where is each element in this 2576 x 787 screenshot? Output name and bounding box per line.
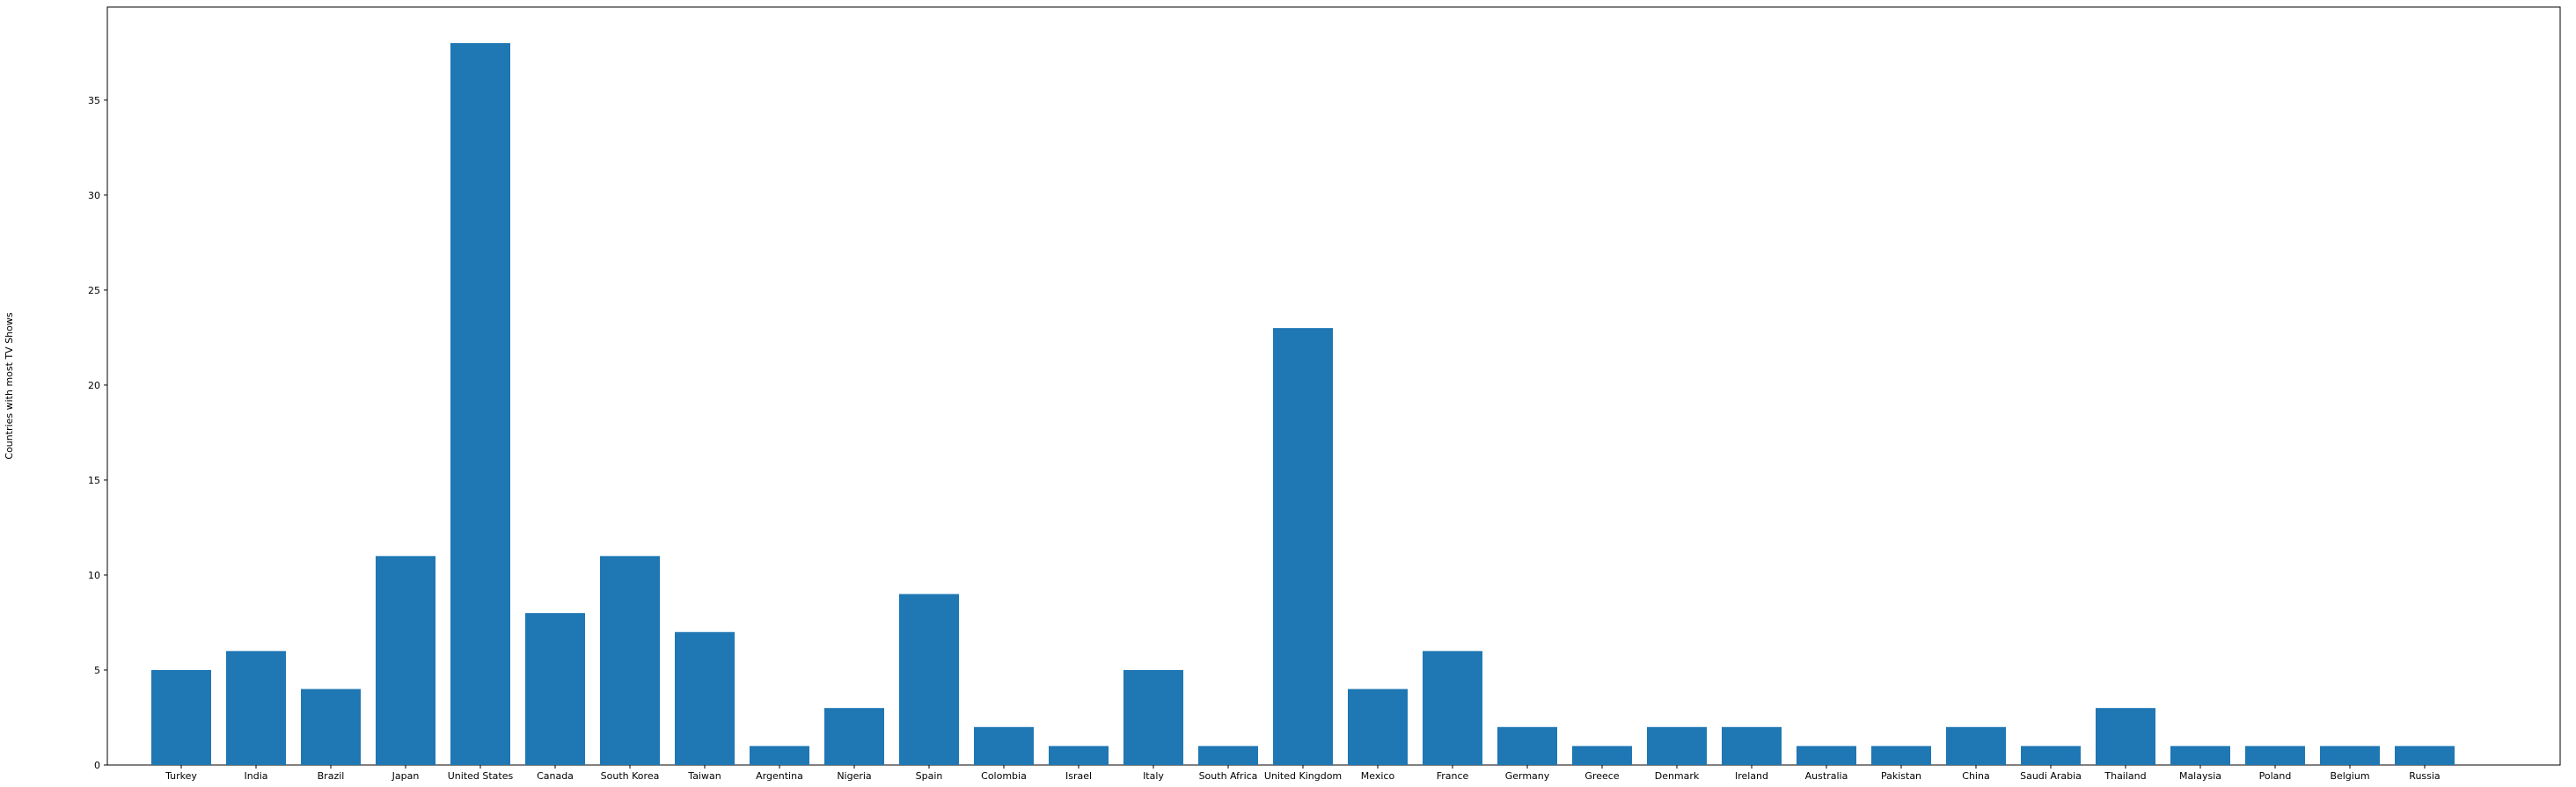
bar-mexico (1348, 689, 1408, 765)
x-tick-label: United Kingdom (1264, 770, 1342, 782)
bar-thailand (2096, 708, 2155, 765)
bar-canada (525, 613, 585, 765)
y-tick-label: 5 (94, 665, 100, 676)
x-tick-label: Mexico (1361, 770, 1395, 782)
bar-spain (899, 594, 959, 765)
x-tick-label: Poland (2259, 770, 2292, 782)
x-tick-label: Greece (1584, 770, 1619, 782)
x-tick-label: Pakistan (1881, 770, 1921, 782)
bar-italy (1123, 669, 1183, 765)
x-tick-label: France (1437, 770, 1469, 782)
x-tick-label: Brazil (318, 770, 345, 782)
bar-china (1946, 726, 2006, 765)
y-tick-label: 30 (88, 190, 100, 201)
bar-argentina (750, 746, 809, 765)
bar-united-kingdom (1273, 328, 1333, 765)
y-tick-label: 0 (94, 760, 100, 771)
x-tick-label: Malaysia (2179, 770, 2221, 782)
bar-saudi-arabia (2021, 746, 2081, 765)
bar-pakistan (1871, 746, 1931, 765)
bars-group (151, 43, 2455, 766)
bar-brazil (301, 689, 361, 765)
y-tick-label: 15 (88, 475, 100, 486)
x-tick-label: India (245, 770, 268, 782)
bar-greece (1572, 746, 1632, 765)
bar-colombia (974, 726, 1034, 765)
bar-france (1423, 651, 1482, 765)
bar-russia (2395, 746, 2455, 765)
x-tick-label: Nigeria (837, 770, 871, 782)
x-tick-label: Saudi Arabia (2020, 770, 2082, 782)
bar-taiwan (675, 631, 735, 765)
bar-japan (376, 556, 435, 765)
bar-poland (2245, 746, 2305, 765)
x-axis-ticks: Turkey India Brazil Japan United States Canad… (165, 765, 2441, 782)
bar-ireland (1722, 726, 1782, 765)
x-tick-label: Thailand (2104, 770, 2146, 782)
x-tick-label: Germany (1505, 770, 1550, 782)
bar-malaysia (2170, 746, 2230, 765)
y-tick-label: 20 (88, 380, 100, 391)
x-tick-label: United States (448, 770, 514, 782)
plot-area (106, 6, 2561, 766)
y-tick-label: 25 (88, 285, 100, 296)
bar-turkey (151, 669, 211, 765)
x-tick-label: Belgium (2330, 770, 2369, 782)
x-tick-label: Colombia (981, 770, 1027, 782)
bar-germany (1497, 726, 1557, 765)
bar-australia (1797, 746, 1856, 765)
x-tick-label: Japan (392, 770, 420, 782)
y-axis-ticks: 0 5 10 15 20 25 30 35 (88, 95, 107, 771)
x-tick-label: Turkey (165, 770, 197, 782)
x-tick-label: Argentina (756, 770, 803, 782)
y-tick-label: 35 (88, 95, 100, 106)
x-tick-label: Italy (1143, 770, 1164, 782)
x-tick-label: Denmark (1655, 770, 1700, 782)
x-tick-label: South Africa (1199, 770, 1258, 782)
y-tick-label: 10 (88, 570, 100, 581)
bar-nigeria (824, 708, 884, 765)
x-tick-label: China (1962, 770, 1989, 782)
bar-south-africa (1198, 746, 1258, 765)
bar-india (226, 651, 286, 765)
bar-israel (1049, 746, 1109, 765)
bar-denmark (1647, 726, 1707, 765)
x-tick-label: Australia (1805, 770, 1848, 782)
x-tick-label: South Korea (601, 770, 660, 782)
x-tick-label: Spain (916, 770, 943, 782)
x-tick-label: Israel (1065, 770, 1092, 782)
y-axis-label: Countries with most TV Shows (4, 312, 15, 459)
x-tick-label: Canada (537, 770, 574, 782)
x-tick-label: Russia (2409, 770, 2440, 782)
bar-united-states (450, 43, 510, 766)
x-tick-label: Ireland (1735, 770, 1768, 782)
x-tick-label: Taiwan (687, 770, 721, 782)
bar-south-korea (600, 556, 660, 765)
bar-belgium (2320, 746, 2380, 765)
